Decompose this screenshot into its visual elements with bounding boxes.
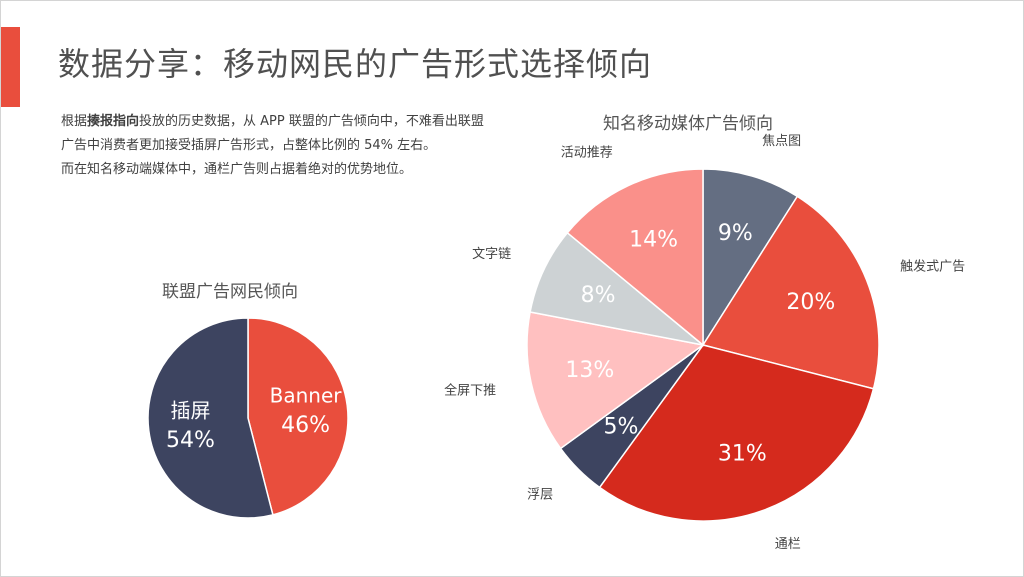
pie-slice xyxy=(598,344,875,522)
slice-percent-label: 13% xyxy=(565,358,614,383)
description-line1-suffix: 投放的历史数据，从 APP 联盟的广告倾向中，不难看出联盟广告中消费者更加接受插… xyxy=(61,114,484,153)
slice-category-label: 通栏 xyxy=(775,537,801,552)
chart-title-alliance: 联盟广告网民倾向 xyxy=(162,282,298,302)
slice-percent-label: 14% xyxy=(629,228,678,253)
pie-slice xyxy=(566,168,704,347)
slice-percent-label: 46% xyxy=(281,413,330,438)
slice-name-label: Banner xyxy=(270,384,343,408)
pie-slice xyxy=(147,317,274,519)
slice-category-label: 全屏下推 xyxy=(444,383,496,399)
slice-percent-label: 20% xyxy=(786,290,835,315)
pie-slice xyxy=(247,317,349,516)
pie-slice xyxy=(526,311,705,450)
description-line1-bold: 揍报指向 xyxy=(87,114,140,129)
pie-slice xyxy=(701,195,880,390)
description-paragraph-2: 而在知名移动端媒体中，通栏广告则占据着绝对的优势地位。 xyxy=(61,162,413,177)
slice-category-label: 触发式广告 xyxy=(900,258,965,274)
page-title: 数据分享：移动网民的广告形式选择倾向 xyxy=(58,45,653,83)
slice-percent-label: 9% xyxy=(718,221,753,246)
slice-category-label: 文字链 xyxy=(472,247,511,262)
accent-bar xyxy=(1,27,20,107)
chart-title-media: 知名移动媒体广告倾向 xyxy=(603,114,773,134)
slice-category-label: 焦点图 xyxy=(762,134,801,149)
slice-category-label: 活动推荐 xyxy=(561,146,613,161)
description-paragraph-1: 根据揍报指向投放的历史数据，从 APP 联盟的广告倾向中，不难看出联盟广告中消费… xyxy=(61,110,489,158)
pie-slice xyxy=(529,231,704,346)
slice-category-label: 浮层 xyxy=(527,487,553,502)
slice-percent-label: 8% xyxy=(581,283,616,308)
description: 根据揍报指向投放的历史数据，从 APP 联盟的广告倾向中，不难看出联盟广告中消费… xyxy=(61,110,489,182)
pie-slice xyxy=(702,168,799,348)
slice-percent-label: 5% xyxy=(604,415,639,440)
description-line1-prefix: 根据 xyxy=(61,114,88,129)
slice-percent-label: 54% xyxy=(166,428,215,453)
slice-name-label: 插屏 xyxy=(170,398,210,422)
slice-percent-label: 31% xyxy=(718,442,767,467)
